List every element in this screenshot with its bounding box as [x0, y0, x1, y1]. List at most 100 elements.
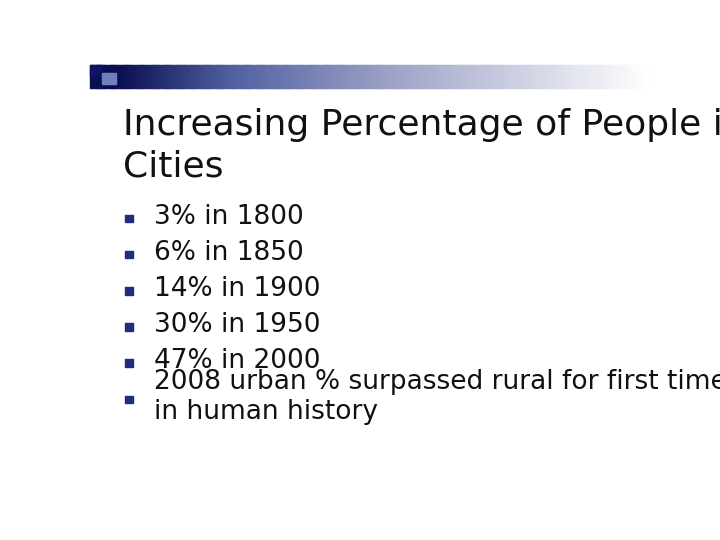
Bar: [129, 65, 132, 87]
Bar: [367, 65, 369, 87]
Bar: [330, 65, 333, 87]
Bar: [116, 65, 119, 87]
Bar: [103, 65, 105, 87]
Bar: [224, 65, 226, 87]
Bar: [615, 65, 617, 87]
Bar: [170, 65, 172, 87]
Bar: [387, 65, 390, 87]
Bar: [226, 65, 228, 87]
Bar: [150, 65, 152, 87]
Bar: [492, 65, 494, 87]
Bar: [583, 65, 585, 87]
Bar: [629, 65, 632, 87]
Bar: [186, 65, 189, 87]
Bar: [378, 65, 381, 87]
Bar: [553, 65, 556, 87]
Bar: [549, 65, 552, 87]
Bar: [449, 65, 451, 87]
Bar: [125, 323, 133, 330]
Bar: [151, 65, 154, 87]
Bar: [380, 65, 382, 87]
Bar: [218, 65, 221, 87]
Bar: [377, 65, 379, 87]
Bar: [181, 65, 184, 87]
Bar: [531, 65, 534, 87]
Bar: [598, 65, 600, 87]
Bar: [159, 65, 161, 87]
Bar: [127, 65, 130, 87]
Bar: [561, 65, 563, 87]
Bar: [501, 65, 503, 87]
Bar: [451, 65, 454, 87]
Bar: [499, 65, 502, 87]
Bar: [622, 65, 624, 87]
Bar: [217, 65, 219, 87]
Bar: [302, 65, 305, 87]
Bar: [607, 65, 610, 87]
Bar: [122, 65, 124, 87]
Bar: [125, 360, 133, 367]
Bar: [408, 65, 410, 87]
Bar: [338, 65, 340, 87]
Bar: [230, 65, 232, 87]
Bar: [514, 65, 516, 87]
Bar: [467, 65, 470, 87]
Bar: [269, 65, 271, 87]
Bar: [508, 65, 511, 87]
Bar: [587, 65, 589, 87]
Bar: [109, 65, 111, 87]
Bar: [453, 65, 455, 87]
Bar: [352, 65, 355, 87]
Bar: [96, 65, 98, 87]
Bar: [536, 65, 539, 87]
Bar: [427, 65, 429, 87]
Bar: [399, 65, 401, 87]
Bar: [624, 65, 626, 87]
Bar: [365, 65, 368, 87]
Bar: [459, 65, 461, 87]
Bar: [475, 65, 477, 87]
Bar: [190, 65, 193, 87]
Bar: [392, 65, 394, 87]
Bar: [579, 65, 582, 87]
Bar: [313, 65, 315, 87]
Bar: [440, 65, 442, 87]
Bar: [101, 65, 104, 87]
Bar: [593, 65, 595, 87]
Bar: [107, 65, 109, 87]
Bar: [361, 65, 364, 87]
Bar: [209, 65, 212, 87]
Text: 47% in 2000: 47% in 2000: [154, 348, 320, 374]
Bar: [572, 65, 574, 87]
Bar: [594, 65, 596, 87]
Bar: [529, 65, 531, 87]
Bar: [351, 65, 353, 87]
Bar: [256, 65, 258, 87]
Bar: [533, 65, 535, 87]
Bar: [235, 65, 238, 87]
Bar: [297, 65, 299, 87]
Text: Increasing Percentage of People in
Cities: Increasing Percentage of People in Citie…: [124, 109, 720, 183]
Bar: [276, 65, 279, 87]
Bar: [145, 65, 148, 87]
Bar: [252, 65, 254, 87]
Bar: [155, 65, 158, 87]
Bar: [507, 65, 509, 87]
Bar: [125, 251, 133, 258]
Bar: [438, 65, 440, 87]
Bar: [469, 65, 472, 87]
Bar: [590, 65, 593, 87]
Bar: [635, 65, 637, 87]
Bar: [161, 65, 163, 87]
Text: 6% in 1850: 6% in 1850: [154, 240, 304, 266]
Bar: [97, 65, 100, 87]
Bar: [185, 65, 187, 87]
Bar: [157, 65, 159, 87]
Bar: [479, 65, 481, 87]
Bar: [364, 65, 366, 87]
Bar: [588, 65, 591, 87]
Bar: [341, 65, 343, 87]
Bar: [125, 215, 133, 222]
Bar: [192, 65, 194, 87]
Bar: [332, 65, 334, 87]
